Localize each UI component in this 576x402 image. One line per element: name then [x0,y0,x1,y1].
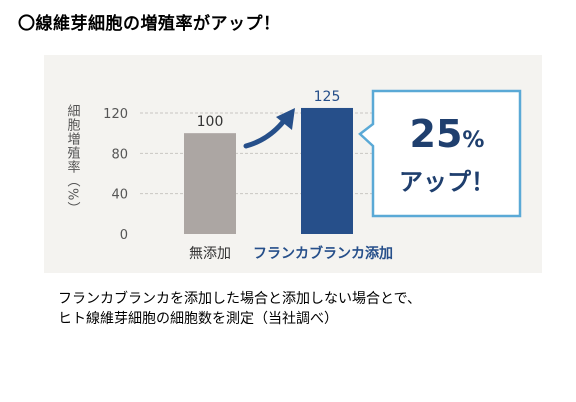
bar-value-label: 125 [314,89,341,105]
bar [301,107,353,234]
caption-line-1: フランカブランカを添加した場合と添加しない場合とで、 [58,291,422,307]
callout-box [358,89,522,218]
callout-text: アップ！ [399,168,495,196]
increase-arrow [243,119,286,149]
bar [184,133,236,234]
chart-caption: フランカブランカを添加した場合と添加しない場合とで、 ヒト線維芽細胞の細胞数を測… [58,289,421,329]
y-axis-label: 細胞増殖率（%） [65,104,81,215]
category-label: フランカブランカ添加 [253,245,393,262]
page-heading: 〇線維芽細胞の増殖率がアップ！ [18,14,281,34]
caption-line-2: ヒト線維芽細胞の細胞数を測定（当社調べ） [58,311,338,327]
callout-percent: 25% [410,112,485,156]
bar-value-label: 100 [197,114,224,130]
y-tick-label: 40 [111,188,128,203]
callout-percent-number: 25 [410,112,463,156]
y-tick-label: 0 [120,228,128,243]
arrow-head-icon [276,108,295,130]
y-tick-label: 80 [111,147,128,162]
callout-percent-sign: % [462,128,484,153]
category-label: 無添加 [189,246,231,262]
y-tick-label: 120 [103,107,128,122]
